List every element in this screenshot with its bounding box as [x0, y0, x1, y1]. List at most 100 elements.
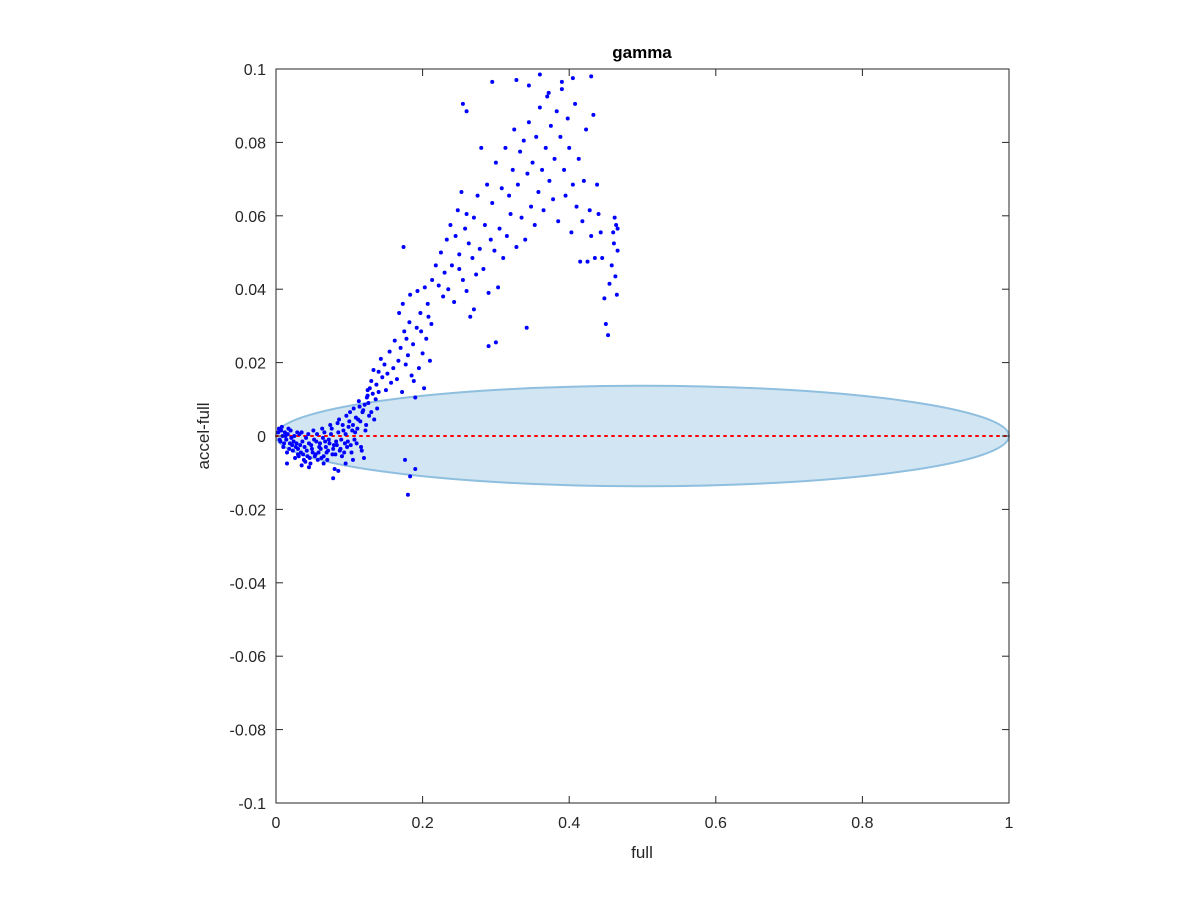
data-point: [411, 342, 416, 347]
data-point: [591, 112, 596, 117]
data-point: [346, 424, 351, 429]
data-point: [321, 454, 326, 459]
data-point: [392, 338, 397, 343]
data-point: [394, 377, 399, 382]
data-point: [315, 432, 320, 437]
data-point: [576, 156, 581, 161]
data-point: [289, 435, 294, 440]
data-point: [333, 452, 338, 457]
data-point: [547, 178, 552, 183]
data-point: [574, 204, 579, 209]
data-point: [408, 292, 413, 297]
data-point: [323, 439, 328, 444]
data-point: [514, 245, 519, 249]
data-point: [291, 439, 296, 444]
data-point: [309, 446, 314, 451]
data-point: [592, 256, 597, 260]
data-point: [486, 344, 491, 349]
data-point: [328, 432, 333, 437]
data-point: [276, 426, 281, 431]
data-point: [457, 252, 462, 257]
data-point: [287, 446, 292, 451]
data-point: [615, 226, 620, 231]
data-point: [475, 193, 480, 198]
data-point: [613, 274, 618, 279]
data-point: [416, 366, 421, 371]
data-point: [413, 467, 418, 472]
data-point: [430, 278, 435, 283]
data-point: [376, 369, 381, 374]
data-point: [294, 441, 299, 446]
data-point: [587, 208, 592, 213]
data-point: [332, 467, 337, 472]
y-tick-label: 0.02: [235, 356, 266, 373]
data-point: [441, 294, 446, 299]
data-point: [339, 454, 344, 459]
data-point: [348, 410, 353, 415]
data-point: [413, 395, 418, 400]
data-point: [331, 446, 336, 451]
data-point: [311, 428, 316, 433]
data-point: [299, 463, 304, 468]
data-point: [488, 237, 493, 242]
data-point: [554, 109, 559, 114]
data-point: [282, 441, 287, 446]
data-point: [565, 116, 570, 121]
data-point: [446, 287, 451, 292]
data-point: [375, 406, 380, 411]
data-point: [382, 362, 387, 367]
data-point: [459, 189, 464, 194]
data-point: [429, 322, 434, 327]
data-point: [449, 263, 454, 268]
data-point: [328, 422, 333, 427]
data-point: [365, 388, 370, 393]
data-point: [398, 345, 403, 350]
data-point: [603, 322, 608, 327]
data-point: [559, 79, 564, 84]
data-point: [519, 215, 524, 220]
data-point: [403, 362, 408, 367]
data-point: [463, 226, 468, 231]
data-point: [569, 230, 574, 235]
data-point: [307, 456, 312, 461]
data-point: [471, 307, 476, 312]
data-point: [391, 366, 396, 371]
data-point: [383, 388, 388, 393]
data-point: [567, 145, 572, 150]
data-point: [493, 340, 498, 345]
data-point: [426, 314, 431, 319]
data-point: [532, 222, 537, 227]
data-point: [279, 424, 284, 429]
data-point: [444, 237, 449, 242]
data-point: [466, 241, 471, 246]
data-point: [348, 443, 353, 448]
data-point: [418, 311, 423, 316]
x-tick-label: 0.2: [411, 815, 433, 832]
data-point: [347, 419, 352, 424]
data-point: [536, 189, 541, 194]
data-point: [457, 267, 462, 272]
data-point: [407, 320, 412, 325]
data-point: [343, 461, 348, 466]
data-point: [362, 402, 367, 407]
data-point: [331, 443, 336, 448]
data-point: [464, 211, 469, 216]
data-point: [581, 178, 586, 183]
data-point: [303, 459, 308, 464]
data-point: [293, 456, 298, 461]
y-tick-label: -0.06: [230, 649, 267, 666]
data-point: [525, 171, 530, 176]
data-point: [356, 399, 361, 404]
data-point: [337, 417, 342, 422]
data-point: [546, 90, 551, 95]
data-point: [427, 358, 432, 363]
data-point: [464, 289, 469, 294]
data-point: [342, 450, 347, 455]
data-point: [354, 441, 359, 446]
data-point: [301, 452, 306, 457]
data-point: [313, 452, 318, 457]
y-axis-title: accel-full: [194, 402, 213, 469]
data-point: [402, 329, 407, 334]
data-point: [614, 222, 619, 227]
data-point: [526, 120, 531, 125]
